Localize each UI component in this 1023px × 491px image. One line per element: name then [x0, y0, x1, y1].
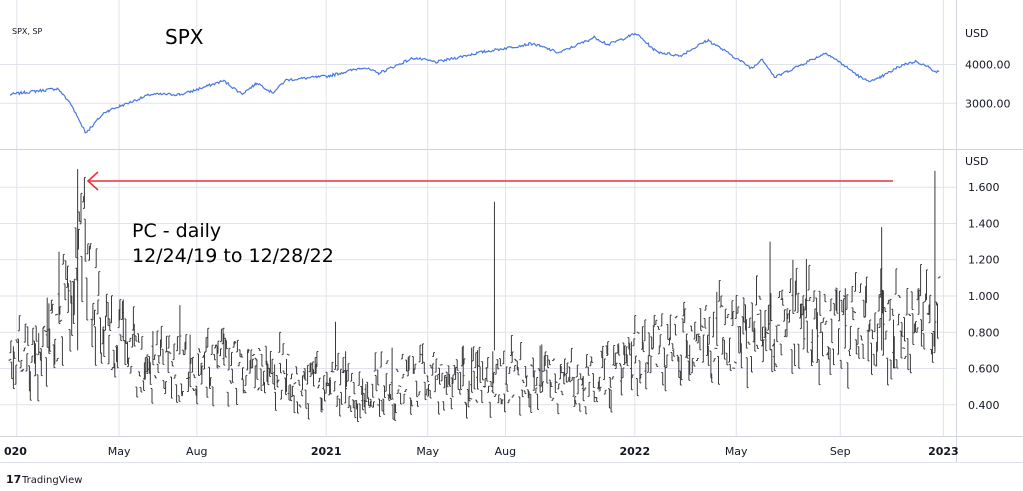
pc-price-axis: USD 1.600 1.400 1.200 1.000 0.800 0.600 0.400 — [965, 155, 1000, 412]
annotation-line-1: PC - daily — [132, 220, 221, 242]
grid-lines — [0, 0, 956, 436]
spx-series-line — [9, 32, 940, 134]
tradingview-logo-icon: 17 — [6, 473, 21, 486]
pc-tick-label: 0.800 — [968, 326, 1000, 339]
pc-tick-label: 1.400 — [968, 218, 1000, 231]
time-axis: 020 May Aug 2021 May Aug 2022 May Sep 2023 — [4, 445, 959, 458]
pc-tick-label: 1.000 — [968, 290, 1000, 303]
tradingview-name: TradingView — [21, 475, 82, 486]
tradingview-logo: 17 TradingView — [6, 473, 82, 486]
pc-unit-label: USD — [965, 155, 989, 168]
spx-tick-label: 4000.00 — [965, 59, 1011, 72]
pc-series — [8, 169, 941, 422]
time-tick-label: Sep — [830, 445, 851, 458]
time-tick-label: Aug — [495, 445, 516, 458]
pc-tick-label: 1.200 — [968, 254, 1000, 267]
spx-tick-label: 3000.00 — [965, 97, 1011, 110]
arrow-head-icon — [86, 171, 99, 191]
time-tick-label: Aug — [186, 445, 207, 458]
annotation-line-2: 12/24/19 to 12/28/22 — [132, 245, 334, 267]
spx-unit-label: USD — [965, 27, 989, 40]
chart-title: SPX — [165, 25, 204, 49]
pc-tick-label: 0.400 — [968, 399, 1000, 412]
time-tick-label: May — [416, 445, 439, 458]
time-tick-label: 2023 — [928, 445, 959, 458]
symbol-label: SPX, SP — [12, 27, 43, 36]
time-tick-label: May — [725, 445, 748, 458]
time-tick-label: 020 — [4, 445, 27, 458]
spx-price-axis: USD 4000.00 3000.00 — [965, 27, 1011, 110]
time-tick-label: 2021 — [311, 445, 342, 458]
pc-tick-label: 1.600 — [968, 181, 1000, 194]
pc-tick-label: 0.600 — [968, 363, 1000, 376]
time-tick-label: May — [108, 445, 131, 458]
time-tick-label: 2022 — [619, 445, 650, 458]
red-arrow — [86, 171, 893, 191]
